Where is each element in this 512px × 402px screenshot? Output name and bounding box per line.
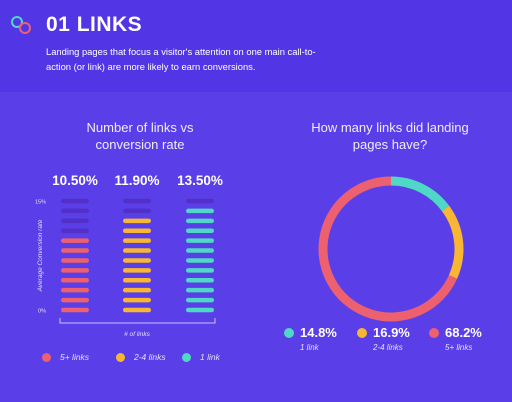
legend-dot-5plus [42, 352, 51, 362]
pie-dot-5plus [429, 327, 439, 338]
bar-segment [61, 268, 89, 273]
legend-label-5plus: 5+ links [60, 352, 90, 362]
bar-segment [61, 278, 89, 283]
donut-slice [441, 205, 464, 279]
bar-segment [123, 198, 151, 204]
pie-name-5plus: 5+ links [445, 343, 473, 352]
bar-segment [186, 198, 214, 204]
bar-segment [61, 208, 89, 214]
bar-segment [186, 218, 214, 224]
bar-segment [123, 268, 151, 273]
bar-segment [186, 228, 214, 233]
bar-segment [186, 248, 214, 253]
pie-value-5plus: 68.2% [445, 325, 482, 340]
bar-segment [186, 278, 214, 283]
pie-chart-title: How many links did landing pages have? [311, 120, 469, 152]
bar-segment [61, 258, 89, 263]
pie-label-1link: 14.8% 1 link [284, 325, 364, 352]
pie-name-1link: 1 link [300, 343, 319, 352]
page-subtitle: Landing pages that focus a visitor's att… [46, 46, 316, 72]
bar-segment [123, 218, 151, 224]
bar-segment [61, 297, 89, 303]
pie-value-1link: 14.8% [300, 325, 337, 340]
bar-segment [186, 238, 214, 243]
bar-segment [61, 228, 89, 233]
pie-label-5plus: 68.2% 5+ links [429, 325, 509, 352]
y-tick-label: 0% [38, 309, 46, 315]
y-axis-label: Average Conversion rate [37, 219, 44, 292]
bar-value-label: 11.90% [114, 173, 159, 188]
bar-segment [61, 218, 89, 224]
x-axis-line [59, 318, 216, 324]
bar-segment [123, 238, 151, 243]
bar-segment [123, 297, 151, 303]
legend-label-2to4: 2-4 links [134, 352, 166, 362]
bar-segment [61, 238, 89, 243]
bar-segment [123, 307, 151, 313]
legend-item-1: 1 link [182, 352, 220, 362]
legend-label-1: 1 link [200, 352, 220, 362]
bar-segment [123, 228, 151, 233]
donut-slice [390, 176, 450, 212]
bar-segment [123, 278, 151, 283]
links-logo-icon [11, 16, 31, 34]
bar-segment [186, 297, 214, 303]
bar-segment [186, 287, 214, 293]
bar-value-label: 13.50% [177, 173, 223, 188]
donut-slice [318, 176, 458, 322]
bar-segment [61, 198, 89, 204]
bar-segment [61, 287, 89, 293]
legend-dot-1 [182, 352, 191, 362]
header-banner: 01 LINKS Landing pages that focus a visi… [0, 0, 512, 92]
bar-segment [123, 208, 151, 214]
bar-segment [186, 268, 214, 273]
pie-label-2to4: 16.9% 2-4 links [357, 325, 437, 352]
bar-chart-title: Number of links vs conversion rate [86, 120, 194, 152]
legend-item-5plus: 5+ links [42, 352, 89, 362]
pie-dot-2to4 [357, 327, 367, 338]
page-title: 01 LINKS [46, 13, 143, 36]
legend-item-2to4: 2-4 links [116, 352, 166, 362]
bar-segment [186, 258, 214, 263]
bar-segment [61, 307, 89, 313]
y-tick-label: 15% [35, 200, 46, 206]
pie-name-2to4: 2-4 links [373, 343, 403, 352]
bar-segment [123, 258, 151, 263]
bar-segment [123, 287, 151, 293]
bar-segment [123, 248, 151, 253]
bar-value-label: 10.50% [52, 173, 98, 188]
bar-segment [186, 208, 214, 214]
bar-segment [61, 248, 89, 253]
legend-dot-2to4 [116, 352, 125, 362]
bar-segment [186, 307, 214, 313]
pie-value-2to4: 16.9% [373, 325, 410, 340]
x-axis-label: # of links [124, 331, 150, 338]
pie-dot-1link [284, 327, 294, 338]
